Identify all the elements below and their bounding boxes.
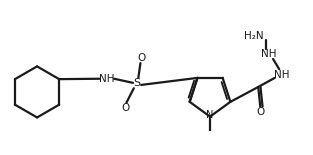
Text: S: S	[134, 78, 141, 88]
Text: O: O	[121, 103, 130, 113]
Text: H₂N: H₂N	[244, 31, 264, 41]
Text: O: O	[257, 107, 265, 117]
Text: NH: NH	[274, 70, 289, 80]
Text: N: N	[206, 110, 214, 120]
Text: O: O	[137, 53, 145, 63]
Text: NH: NH	[261, 49, 277, 59]
Text: NH: NH	[99, 74, 115, 84]
